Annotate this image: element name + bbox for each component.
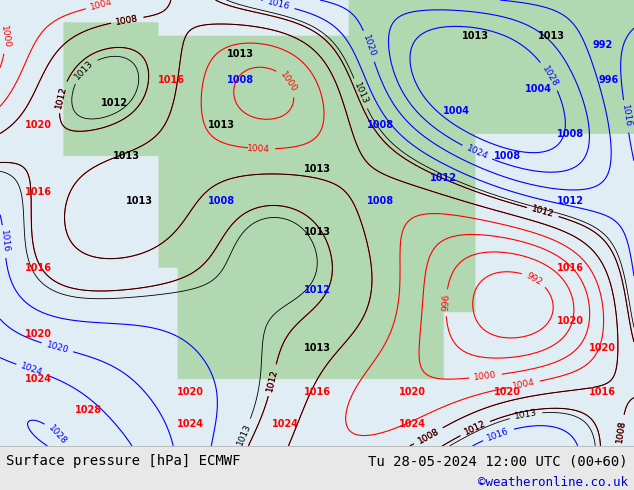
Text: 1020: 1020	[177, 388, 204, 397]
Text: 1008: 1008	[416, 426, 441, 445]
Text: 1008: 1008	[416, 426, 441, 445]
Text: 996: 996	[441, 294, 451, 312]
Text: 1020: 1020	[25, 120, 51, 130]
Text: 1008: 1008	[367, 196, 394, 206]
Text: 1016: 1016	[557, 263, 584, 272]
Text: 1004: 1004	[89, 0, 114, 12]
Text: 1024: 1024	[177, 418, 204, 429]
Text: 1013: 1013	[538, 31, 565, 41]
Text: 1016: 1016	[620, 104, 632, 128]
Text: 1016: 1016	[266, 0, 291, 12]
Text: 1020: 1020	[589, 343, 616, 353]
Text: 1013: 1013	[304, 165, 330, 174]
Text: 1016: 1016	[486, 426, 510, 442]
Text: Surface pressure [hPa] ECMWF: Surface pressure [hPa] ECMWF	[6, 454, 241, 468]
Text: 1020: 1020	[361, 34, 377, 58]
Text: 1013: 1013	[113, 151, 140, 161]
Text: 1008: 1008	[557, 129, 584, 139]
Text: 1024: 1024	[20, 362, 44, 378]
Text: 1013: 1013	[228, 49, 254, 58]
Text: 1020: 1020	[399, 388, 425, 397]
Text: 1024: 1024	[272, 418, 299, 429]
Text: 1012: 1012	[55, 85, 68, 109]
Text: 1013: 1013	[304, 343, 330, 353]
Text: 1024: 1024	[465, 144, 489, 161]
Text: 1012: 1012	[531, 204, 555, 220]
Text: 1028: 1028	[46, 423, 68, 446]
Text: 1020: 1020	[557, 316, 584, 326]
Text: 1024: 1024	[399, 418, 425, 429]
Text: 1013: 1013	[304, 227, 330, 237]
Text: 1004: 1004	[526, 84, 552, 94]
Text: 1016: 1016	[25, 187, 51, 197]
Text: 1013: 1013	[236, 421, 253, 446]
Text: 1013: 1013	[514, 408, 538, 421]
Text: 1013: 1013	[126, 196, 153, 206]
Text: 1004: 1004	[512, 378, 536, 391]
Text: 1012: 1012	[304, 285, 330, 295]
Text: 1016: 1016	[0, 230, 10, 253]
Text: 1012: 1012	[266, 368, 280, 392]
Text: 1020: 1020	[25, 329, 51, 340]
Text: 1016: 1016	[158, 75, 184, 85]
Text: 1008: 1008	[494, 151, 521, 161]
Text: 1008: 1008	[228, 75, 254, 85]
Text: 1012: 1012	[101, 98, 127, 108]
Text: 1008: 1008	[209, 196, 235, 206]
Text: 1028: 1028	[75, 405, 102, 415]
Text: 1013: 1013	[462, 31, 489, 41]
Text: 1004: 1004	[247, 144, 270, 153]
Text: 1012: 1012	[463, 419, 487, 437]
Text: 1012: 1012	[557, 196, 584, 206]
Text: 992: 992	[525, 270, 544, 287]
Text: 1020: 1020	[494, 388, 521, 397]
Text: 1008: 1008	[115, 14, 139, 26]
Text: ©weatheronline.co.uk: ©weatheronline.co.uk	[477, 476, 628, 489]
Text: 1004: 1004	[443, 106, 470, 117]
Text: 1013: 1013	[73, 59, 96, 81]
Text: 1016: 1016	[304, 388, 330, 397]
Text: 1013: 1013	[209, 120, 235, 130]
Text: 1008: 1008	[616, 419, 628, 443]
Text: 1016: 1016	[25, 263, 51, 272]
Text: 1013: 1013	[352, 81, 369, 106]
Text: 992: 992	[592, 40, 612, 49]
Text: 1008: 1008	[616, 419, 628, 443]
Text: 1028: 1028	[540, 64, 559, 88]
Text: 1000: 1000	[0, 25, 11, 49]
Text: 1012: 1012	[463, 419, 487, 437]
Text: 1012: 1012	[55, 85, 68, 109]
Text: 1000: 1000	[278, 70, 299, 94]
Text: 1008: 1008	[367, 120, 394, 130]
Text: 1012: 1012	[531, 204, 555, 220]
Text: 1012: 1012	[430, 173, 457, 183]
Text: 1024: 1024	[25, 374, 51, 384]
Text: 1016: 1016	[589, 388, 616, 397]
Text: 996: 996	[598, 75, 619, 85]
Text: 1012: 1012	[266, 368, 280, 392]
Text: Tu 28-05-2024 12:00 UTC (00+60): Tu 28-05-2024 12:00 UTC (00+60)	[368, 454, 628, 468]
Text: 1000: 1000	[474, 370, 498, 382]
Text: 1020: 1020	[45, 340, 70, 355]
Text: 1008: 1008	[115, 14, 139, 26]
